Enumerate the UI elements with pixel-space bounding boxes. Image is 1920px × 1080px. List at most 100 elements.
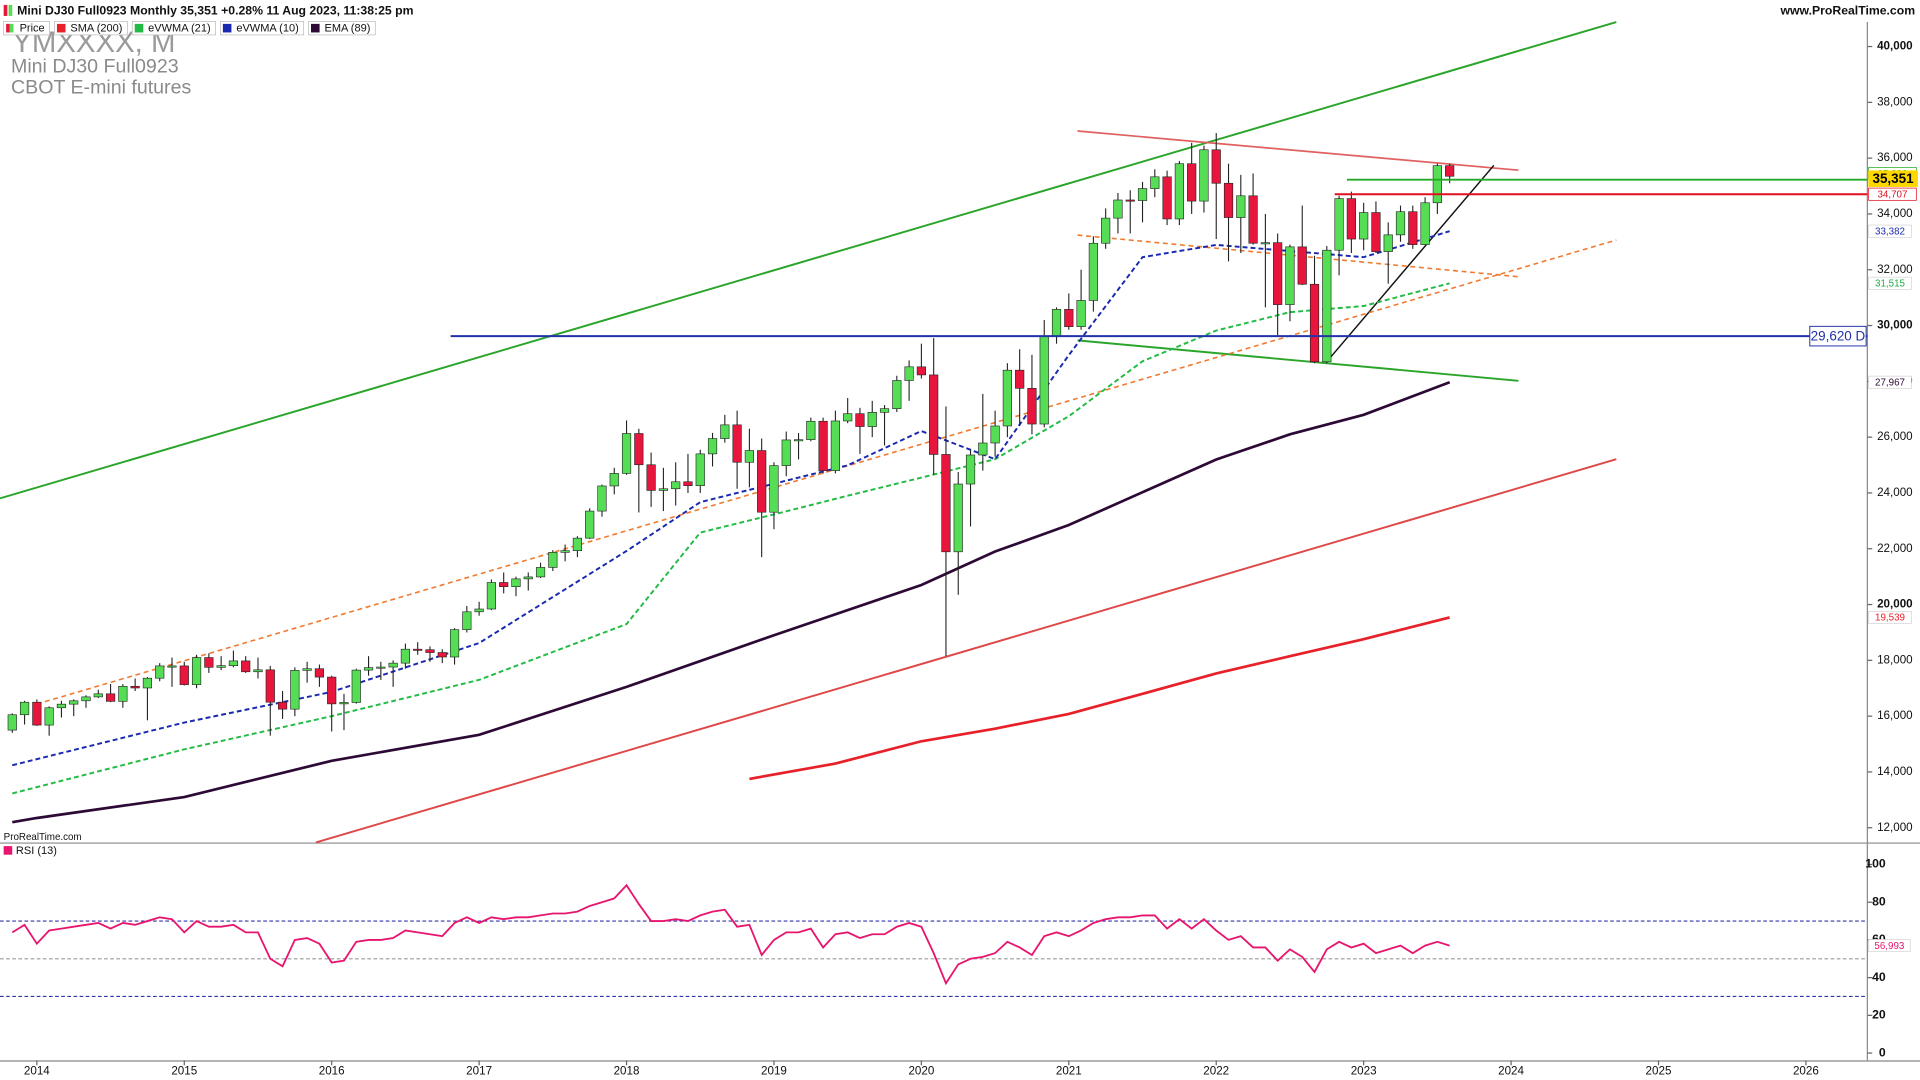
trendline <box>1077 234 1519 278</box>
candle-body <box>7 714 17 731</box>
candle-body <box>327 676 337 705</box>
rsi-legend-label: RSI (13) <box>16 845 57 857</box>
x-tick-label: 2014 <box>24 1065 50 1078</box>
candle-body <box>1039 336 1049 425</box>
y-tick-label: 80 <box>1872 894 1886 908</box>
candle-body <box>572 537 582 552</box>
legend-swatch <box>222 23 232 33</box>
candle-body <box>523 576 533 580</box>
candle-body <box>191 657 202 685</box>
candle-body <box>1309 283 1320 363</box>
last-value-box <box>1868 224 1912 238</box>
candle-body <box>69 700 79 705</box>
x-tick-label: 2020 <box>908 1065 934 1078</box>
trendline <box>315 458 1617 844</box>
candle-body <box>1137 188 1148 201</box>
candle-body <box>941 454 951 553</box>
site-url[interactable]: www.ProRealTime.com <box>1779 3 1915 17</box>
legend-box <box>131 21 216 36</box>
candle-body <box>1383 234 1393 252</box>
last-value-box <box>1868 939 1911 953</box>
candle-body <box>695 453 705 486</box>
candle-body <box>1027 388 1037 425</box>
candle-body <box>265 669 275 703</box>
y-tick-label: 34,000 <box>1877 207 1913 220</box>
last-value-label: 33,382 <box>1875 226 1905 237</box>
candle-body <box>744 450 754 463</box>
candle-body <box>81 696 91 702</box>
header-icon <box>8 4 13 16</box>
candle-body <box>486 582 496 610</box>
candle-body <box>1334 198 1344 251</box>
y-tick-label: 100 <box>1865 857 1886 871</box>
candle-body <box>1199 149 1209 202</box>
candle-body <box>1101 217 1111 244</box>
legend-label: EMA (89) <box>324 23 370 35</box>
candle-body <box>130 685 140 689</box>
level-label: 34,707 <box>1877 189 1907 200</box>
last-value-box <box>1868 610 1912 624</box>
candle-body <box>879 408 890 413</box>
level-label: 29,620 D <box>1811 328 1866 343</box>
y-tick-label: 38,000 <box>1877 95 1913 108</box>
candle-body <box>277 701 288 710</box>
candle-body <box>449 629 460 658</box>
candle-body <box>155 665 165 679</box>
candle-body <box>707 438 718 455</box>
indicator-line <box>12 381 1451 824</box>
candle-body <box>1125 199 1135 202</box>
candle-body <box>990 425 1000 444</box>
last-value-box <box>1868 375 1912 389</box>
source-label: ProRealTime.com <box>4 832 82 843</box>
candle-body <box>437 652 447 658</box>
x-tick-label: 2023 <box>1351 1065 1377 1078</box>
header-bar <box>0 0 1920 21</box>
candle-body <box>1088 242 1098 301</box>
y-tick-label: 14,000 <box>1877 765 1913 778</box>
candle-body <box>400 648 411 664</box>
candle-body <box>892 380 902 409</box>
x-tick-label: 2026 <box>1793 1065 1819 1078</box>
candle-body <box>314 668 325 678</box>
candle-body <box>757 450 767 513</box>
legend-swatch <box>134 23 144 33</box>
legend-box <box>308 21 376 36</box>
candle-body <box>1002 369 1012 427</box>
candle-body <box>511 578 521 587</box>
candle-body <box>1064 309 1074 327</box>
y-tick-label: 32,000 <box>1877 263 1913 276</box>
candle-body <box>462 611 472 630</box>
candle-body <box>1395 211 1406 236</box>
x-tick-label: 2015 <box>171 1065 197 1078</box>
candle-body <box>1408 211 1418 245</box>
candle-body <box>1260 242 1270 245</box>
last-value-label: 31,515 <box>1875 278 1905 289</box>
candle-body <box>793 439 804 442</box>
candle-body <box>671 481 681 490</box>
candle-body <box>204 657 214 668</box>
candle-body <box>413 648 423 651</box>
legend-swatch <box>9 23 14 33</box>
candle-body <box>1346 198 1356 240</box>
candle-body <box>646 464 656 491</box>
trendlines <box>0 21 1617 844</box>
candle-body <box>658 488 668 491</box>
indicator-line <box>12 282 1450 795</box>
candle-body <box>1322 249 1332 363</box>
candle-body <box>1162 176 1172 220</box>
candle-body <box>1051 309 1062 337</box>
candle-body <box>1420 202 1430 245</box>
y-tick-label: 40,000 <box>1877 40 1913 53</box>
x-tick-label: 2016 <box>319 1065 345 1078</box>
watermark-name: Mini DJ30 Full0923 <box>11 56 179 78</box>
candle-body <box>302 668 312 671</box>
x-tick-label: 2024 <box>1498 1065 1524 1078</box>
candle-body <box>1113 199 1123 219</box>
candle-body <box>499 582 509 587</box>
candle-body <box>388 662 398 668</box>
candle-body <box>720 424 730 439</box>
indicator-line <box>749 616 1450 781</box>
candle-body <box>634 433 644 466</box>
candle-body <box>19 701 30 716</box>
